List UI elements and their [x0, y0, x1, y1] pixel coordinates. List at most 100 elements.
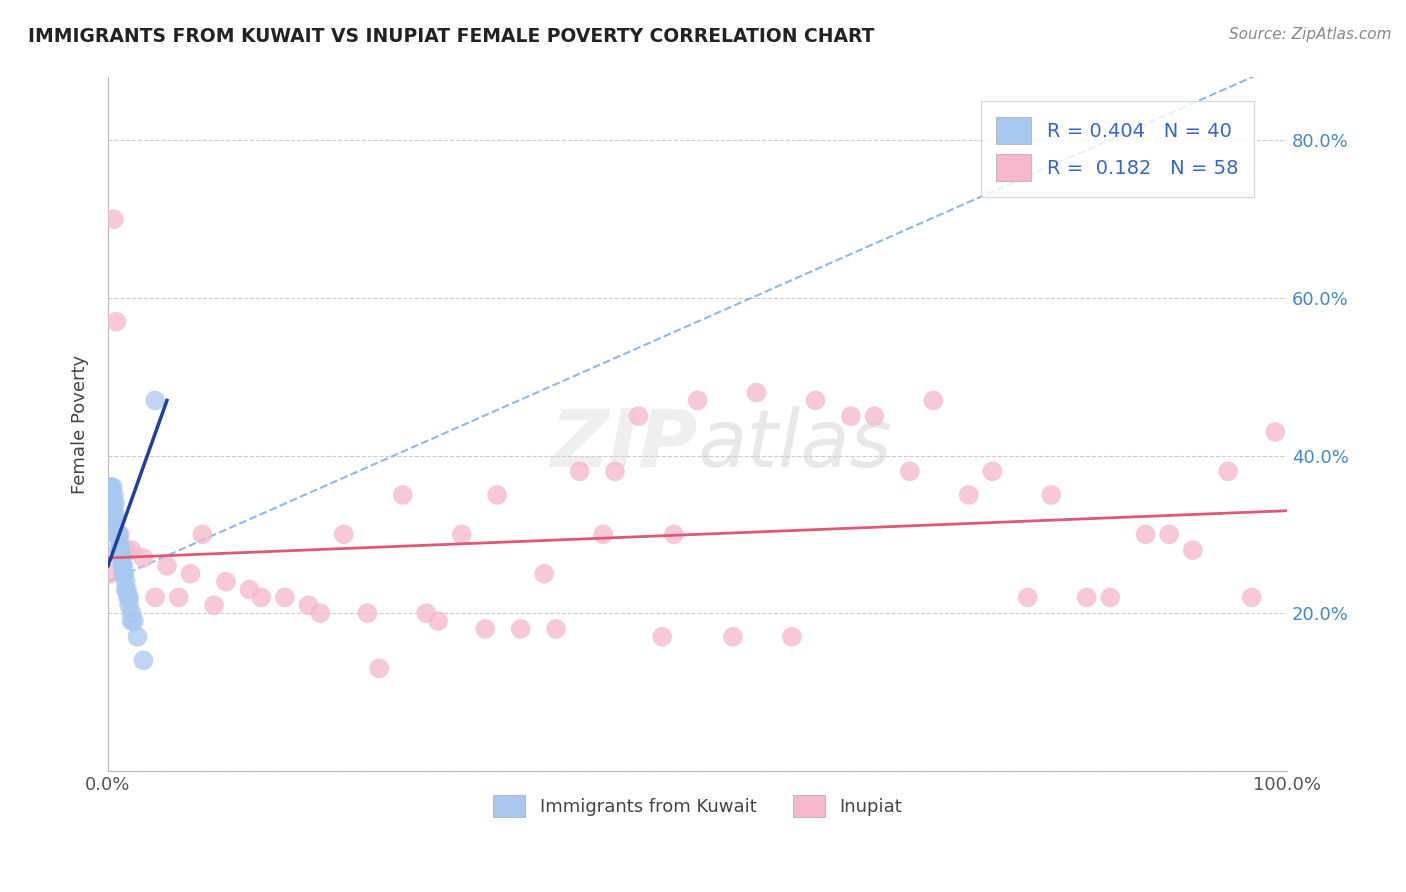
Point — [111, 551, 134, 566]
Point — [1099, 591, 1122, 605]
Point — [121, 614, 143, 628]
Point — [238, 582, 260, 597]
Point — [117, 591, 139, 605]
Point — [127, 630, 149, 644]
Point — [486, 488, 509, 502]
Point — [780, 630, 803, 644]
Point — [156, 558, 179, 573]
Point — [1135, 527, 1157, 541]
Point — [101, 504, 124, 518]
Point — [122, 614, 145, 628]
Text: atlas: atlas — [697, 406, 893, 483]
Point — [100, 496, 122, 510]
Point — [114, 574, 136, 589]
Point — [415, 606, 437, 620]
Point — [922, 393, 945, 408]
Point — [143, 591, 166, 605]
Point — [356, 606, 378, 620]
Y-axis label: Female Poverty: Female Poverty — [72, 354, 89, 493]
Point — [297, 599, 319, 613]
Point — [105, 527, 128, 541]
Point — [1264, 425, 1286, 439]
Point — [191, 527, 214, 541]
Point — [105, 511, 128, 525]
Point — [1040, 488, 1063, 502]
Point — [721, 630, 744, 644]
Point — [450, 527, 472, 541]
Point — [1017, 591, 1039, 605]
Text: ZIP: ZIP — [550, 406, 697, 483]
Point — [333, 527, 356, 541]
Point — [544, 622, 567, 636]
Point — [108, 543, 131, 558]
Point — [1181, 543, 1204, 558]
Point — [804, 393, 827, 408]
Point — [100, 496, 122, 510]
Point — [592, 527, 614, 541]
Point — [274, 591, 297, 605]
Point — [603, 464, 626, 478]
Point — [509, 622, 531, 636]
Point — [1159, 527, 1181, 541]
Point — [103, 511, 125, 525]
Point — [957, 488, 980, 502]
Point — [662, 527, 685, 541]
Point — [686, 393, 709, 408]
Point — [100, 488, 122, 502]
Point — [98, 480, 121, 494]
Point — [114, 543, 136, 558]
Point — [103, 212, 125, 227]
Text: Source: ZipAtlas.com: Source: ZipAtlas.com — [1229, 27, 1392, 42]
Point — [115, 582, 138, 597]
Point — [100, 566, 122, 581]
Point — [391, 488, 413, 502]
Point — [839, 409, 862, 424]
Point — [103, 504, 125, 518]
Point — [121, 606, 143, 620]
Point — [108, 527, 131, 541]
Legend: Immigrants from Kuwait, Inupiat: Immigrants from Kuwait, Inupiat — [485, 788, 910, 824]
Point — [107, 527, 129, 541]
Point — [118, 599, 141, 613]
Point — [101, 480, 124, 494]
Point — [103, 488, 125, 502]
Point — [1076, 591, 1098, 605]
Point — [427, 614, 450, 628]
Point — [121, 543, 143, 558]
Point — [98, 480, 121, 494]
Point — [112, 566, 135, 581]
Point — [105, 315, 128, 329]
Point — [863, 409, 886, 424]
Point — [474, 622, 496, 636]
Point — [107, 527, 129, 541]
Point — [533, 566, 555, 581]
Point — [568, 464, 591, 478]
Point — [107, 527, 129, 541]
Point — [110, 551, 132, 566]
Point — [627, 409, 650, 424]
Point — [107, 543, 129, 558]
Point — [143, 393, 166, 408]
Point — [1240, 591, 1263, 605]
Point — [651, 630, 673, 644]
Point — [114, 582, 136, 597]
Point — [108, 535, 131, 549]
Point — [111, 558, 134, 573]
Point — [167, 591, 190, 605]
Point — [202, 599, 225, 613]
Point — [110, 543, 132, 558]
Point — [250, 591, 273, 605]
Point — [101, 496, 124, 510]
Point — [132, 653, 155, 667]
Point — [981, 464, 1004, 478]
Point — [132, 551, 155, 566]
Point — [368, 661, 391, 675]
Point — [745, 385, 768, 400]
Point — [104, 496, 127, 510]
Point — [309, 606, 332, 620]
Point — [118, 591, 141, 605]
Point — [180, 566, 202, 581]
Point — [898, 464, 921, 478]
Point — [114, 566, 136, 581]
Point — [104, 511, 127, 525]
